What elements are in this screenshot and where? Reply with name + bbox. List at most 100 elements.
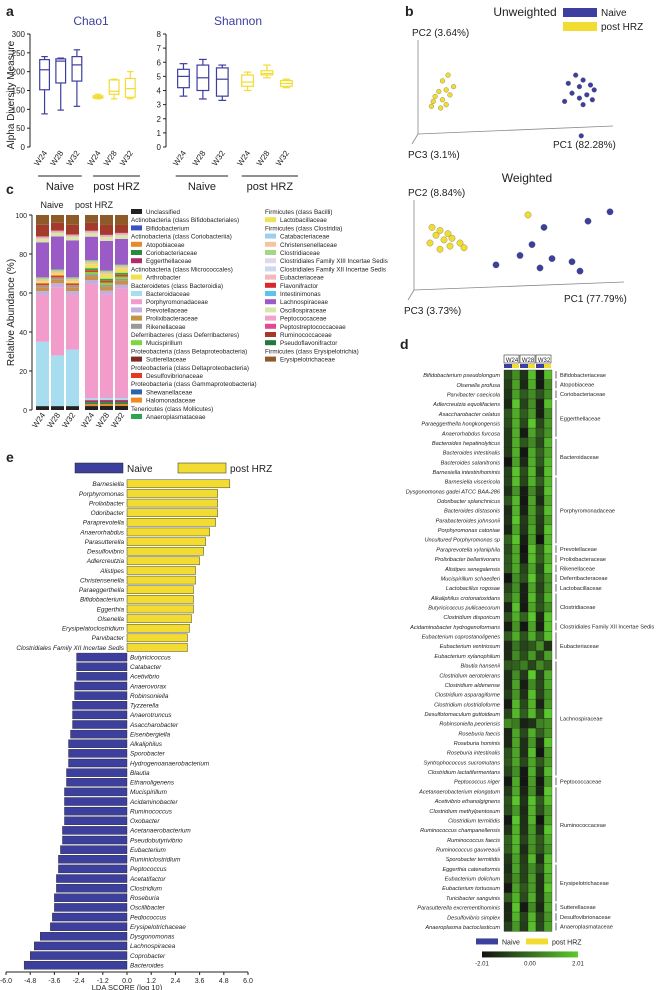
y-tick-label: 8 — [157, 30, 162, 39]
heatmap-cell — [543, 902, 553, 913]
bar-segment — [85, 400, 98, 403]
bar-segment — [36, 238, 49, 243]
row-label: Eubacterium tortuosum — [442, 886, 500, 892]
heatmap-cell — [519, 873, 529, 884]
bar-segment — [115, 288, 128, 399]
subplot-weighted: Weighted PC1 (77.79%) PC2 (8.84%) PC3 (3.73… — [404, 171, 627, 317]
legend-label: Prevotellaceae — [146, 307, 188, 314]
panel-d-heatmap: W24 W28 W32 Bifidobacterium pseudolongum Ols… — [406, 354, 654, 967]
heatmap-cell — [519, 553, 529, 564]
box-W32-posthrz: W32 — [274, 78, 293, 168]
point-naive — [562, 98, 568, 104]
heatmap-cell — [503, 853, 513, 864]
heatmap-cell — [519, 776, 529, 787]
heatmap-cell — [511, 573, 521, 584]
column-header-label: W32 — [538, 358, 551, 364]
lda-bar-posthrz: Adlercreutzia — [86, 556, 200, 565]
legend-swatch — [563, 22, 597, 31]
family-label: Porphyromonadaceae — [560, 508, 615, 514]
heatmap-row: Barnesiella viscericola — [445, 476, 553, 487]
bar-label: Oxobacter — [130, 818, 160, 825]
family-label: Coriobacteriaceae — [560, 392, 605, 398]
heatmap-cell — [527, 398, 537, 409]
heatmap-row: Lactobacillus rogosae — [446, 582, 553, 593]
heatmap-row: Alistipes senegalensis — [444, 563, 553, 574]
y-tick-label: 3 — [157, 101, 162, 110]
heatmap-row: Eubacterium ventriosum — [440, 640, 553, 651]
family-group: Clostridiaceae — [555, 593, 595, 621]
heatmap-cell — [527, 447, 537, 458]
box-rect — [39, 59, 51, 91]
heatmap-cell — [519, 621, 529, 632]
x-tick-label: W24 — [79, 411, 96, 430]
heatmap-cell — [527, 369, 537, 380]
heatmap-cell — [519, 679, 529, 690]
bar-label: Christensenella — [80, 577, 124, 584]
heatmap-cell — [543, 379, 553, 390]
bar — [76, 662, 128, 671]
group-label-naive: Naive — [46, 181, 74, 193]
heatmap-row: Dysgonomonas gadei ATCC BAA-286 — [406, 486, 553, 496]
box-W28-naive: W28 — [49, 57, 67, 168]
bar — [126, 479, 231, 489]
heatmap-cell — [527, 582, 537, 593]
heatmap-cell — [527, 592, 537, 603]
bar — [72, 710, 128, 720]
group-label-posthrz: post HRZ — [247, 181, 294, 193]
row-label: Syntrophococcus sucromutans — [424, 760, 501, 766]
heatmap-cell — [527, 911, 537, 922]
row-label: Porphyromonas catoniae — [438, 528, 500, 534]
heatmap-cell — [503, 747, 513, 758]
heatmap-row: Acidaminobacter hydrogenoformans — [409, 621, 553, 632]
heatmap-cell — [527, 437, 537, 448]
heatmap-cell — [511, 776, 521, 787]
axis-pc3 — [411, 133, 419, 145]
heatmap-cell — [503, 602, 513, 613]
lda-bar-naive: Hydrogenoanaerobacterium — [68, 758, 210, 767]
bar-segment — [115, 404, 128, 407]
column-group-posthrz — [512, 364, 519, 368]
legend-label-posthrz: post HRZ — [230, 464, 272, 475]
lda-bar-naive: Catabacter — [76, 662, 162, 671]
box-rect — [215, 67, 229, 97]
bar — [126, 566, 196, 575]
bar — [68, 749, 128, 758]
heatmap-cell — [527, 466, 537, 477]
family-group: Lachnospiraceae — [555, 661, 603, 776]
bar-label: Desulfovibrio — [87, 549, 124, 556]
family-label: Eggerthellaceae — [560, 416, 600, 422]
heatmap-cell — [535, 737, 545, 748]
bar — [126, 633, 188, 643]
point-naive — [587, 82, 594, 88]
heatmap-cell — [527, 621, 537, 632]
bar-label: Bacteroides — [130, 963, 165, 970]
heatmap-cell — [503, 766, 513, 777]
heatmap-cell — [503, 486, 513, 496]
lda-bar-posthrz: Porphyromonas — [79, 489, 218, 498]
legend-swatch — [265, 241, 276, 247]
bar-label: Paraeggerthella — [79, 587, 125, 594]
heatmap-cell — [527, 882, 537, 893]
x-tick-label: W24 — [86, 149, 103, 168]
lda-bar-posthrz: Paraprevotella — [83, 518, 216, 527]
legend-header: Actinobacteria (class Micrococcales) — [131, 266, 233, 273]
heatmap-cell — [543, 911, 553, 922]
family-group: Deferribacteraceae — [555, 574, 608, 582]
lda-bar-naive: Acidaminobacter — [64, 797, 178, 806]
panel-b-pcoa: Naive post HRZ Unweighted PC1 (82.28%) PC2 (… — [404, 5, 643, 317]
box-W32-naive: W32 — [210, 64, 229, 168]
heatmap-cell — [535, 408, 545, 419]
legend-swatch — [265, 299, 276, 305]
heatmap-cell — [543, 805, 553, 816]
legend-swatch — [265, 323, 276, 329]
heatmap-cell — [511, 553, 521, 564]
heatmap-cell — [535, 553, 545, 564]
legend-header: Actinobacteria (class Bifidobacteriales) — [131, 217, 239, 224]
bar-segment — [85, 260, 98, 263]
heatmap-cell — [543, 757, 553, 768]
heatmap-cell — [535, 805, 545, 816]
point-naive — [589, 97, 595, 103]
heatmap-cell — [535, 495, 545, 506]
point-posthrz — [436, 89, 442, 95]
heatmap-cell — [503, 844, 513, 855]
